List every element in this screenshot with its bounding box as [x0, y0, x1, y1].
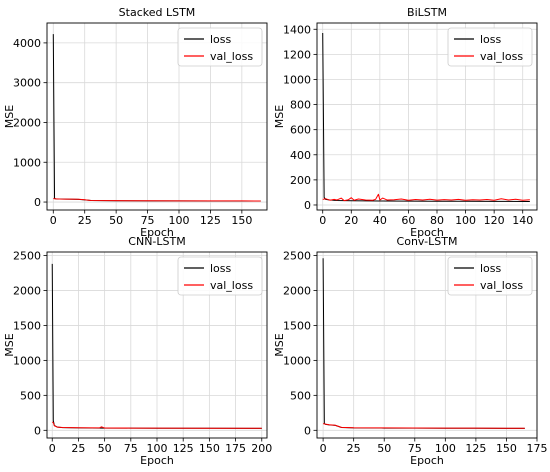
chart-title: Stacked LSTM: [119, 6, 196, 19]
legend-label: val_loss: [480, 50, 523, 63]
y-tick-label: 2000: [13, 116, 41, 129]
chart-panel: 0 25 50 75 100 125 150 175 200050010001500200025…: [3, 235, 272, 467]
chart-panel: 0 20 40 60 80 100 120 1400200400600800100012001…: [273, 6, 538, 239]
legend-label: val_loss: [210, 50, 253, 63]
series-line-val-loss: [53, 198, 261, 202]
y-tick-label: 600: [290, 124, 311, 137]
x-tick-label: 100: [169, 214, 190, 227]
x-tick-label: 150: [496, 442, 517, 455]
x-tick-label: 25: [78, 214, 92, 227]
x-tick-label: 0: [319, 214, 326, 227]
x-axis-label: Epoch: [410, 454, 444, 467]
y-tick-label: 2500: [283, 249, 311, 262]
x-tick-label: 50: [98, 442, 112, 455]
y-tick-label: 0: [304, 424, 311, 437]
y-tick-label: 0: [34, 196, 41, 209]
x-tick-label: 25: [347, 442, 361, 455]
y-tick-label: 200: [290, 174, 311, 187]
chart-panel: 0 25 50 75 100 125 150 0 1000 2000 3000 4000 Stacked…: [3, 6, 268, 239]
x-tick-label: 0: [320, 442, 327, 455]
x-tick-label: 100: [435, 442, 456, 455]
x-tick-label: 0: [49, 442, 56, 455]
x-tick-label: 80: [430, 214, 444, 227]
x-tick-label: 50: [377, 442, 391, 455]
y-tick-label: 1000: [13, 156, 41, 169]
y-axis-label: MSE: [3, 105, 16, 128]
y-tick-label: 1000: [283, 354, 311, 367]
x-tick-label: 150: [199, 442, 220, 455]
y-tick-label: 800: [290, 99, 311, 112]
y-tick-label: 1200: [283, 48, 311, 61]
legend-label: val_loss: [210, 279, 253, 292]
legend-label: loss: [210, 262, 232, 275]
y-tick-label: 2000: [283, 284, 311, 297]
x-tick-label: 150: [231, 214, 252, 227]
legend-label: loss: [210, 33, 232, 46]
x-tick-label: 50: [109, 214, 123, 227]
x-tick-label: 175: [527, 442, 548, 455]
chart-title: Conv-LSTM: [397, 235, 458, 248]
x-tick-label: 125: [200, 214, 221, 227]
legend: loss val_loss: [447, 27, 533, 67]
x-axis-label: Epoch: [140, 454, 174, 467]
x-tick-label: 20: [344, 214, 358, 227]
y-tick-label: 1500: [283, 319, 311, 332]
legend: loss val_loss: [447, 256, 533, 296]
axes-frame: [316, 251, 538, 439]
legend-label: loss: [480, 262, 502, 275]
x-tick-label: 60: [401, 214, 415, 227]
y-tick-label: 1400: [283, 23, 311, 36]
x-tick-label: 125: [173, 442, 194, 455]
x-axis-label: Epoch: [140, 226, 174, 239]
series-line-val-loss: [322, 193, 530, 202]
y-axis-label: MSE: [273, 333, 286, 356]
x-tick-label: 75: [124, 442, 138, 455]
axes-frame: [46, 22, 268, 211]
x-tick-label: 200: [251, 442, 272, 455]
y-tick-label: 2000: [13, 284, 41, 297]
x-tick-label: 75: [141, 214, 155, 227]
legend-label: loss: [480, 33, 502, 46]
series-line-val-loss: [323, 423, 525, 429]
x-axis-label: Epoch: [410, 226, 444, 239]
y-tick-label: 0: [34, 424, 41, 437]
y-tick-label: 2500: [13, 249, 41, 262]
x-tick-label: 100: [147, 442, 168, 455]
x-tick-label: 175: [225, 442, 246, 455]
y-tick-label: 1500: [13, 319, 41, 332]
x-tick-label: 25: [71, 442, 85, 455]
x-tick-label: 40: [373, 214, 387, 227]
y-tick-label: 1000: [13, 354, 41, 367]
y-tick-label: 500: [20, 389, 41, 402]
x-tick-label: 100: [455, 214, 476, 227]
series-line-val-loss: [51, 421, 262, 429]
y-axis-label: MSE: [273, 105, 286, 128]
chart-title: CNN-LSTM: [128, 235, 185, 248]
chart-panel: 0 25 50 75 100 125 150 175 0 500 1000 1500 2000 2500 C…: [273, 235, 548, 467]
axes-frame: [316, 22, 538, 211]
x-tick-label: 75: [408, 442, 422, 455]
legend: loss val_loss: [177, 27, 263, 67]
y-tick-label: 0: [304, 199, 311, 212]
y-tick-label: 500: [290, 389, 311, 402]
chart-title: BiLSTM: [407, 6, 447, 19]
y-axis-label: MSE: [3, 333, 16, 356]
x-tick-label: 140: [512, 214, 533, 227]
y-tick-label: 1000: [283, 73, 311, 86]
legend-label: val_loss: [480, 279, 523, 292]
y-tick-label: 3000: [13, 77, 41, 90]
y-tick-label: 4000: [13, 37, 41, 50]
legend: loss val_loss: [177, 256, 263, 296]
x-tick-label: 125: [465, 442, 486, 455]
y-tick-label: 400: [290, 149, 311, 162]
x-tick-label: 120: [484, 214, 505, 227]
x-tick-label: 0: [50, 214, 57, 227]
